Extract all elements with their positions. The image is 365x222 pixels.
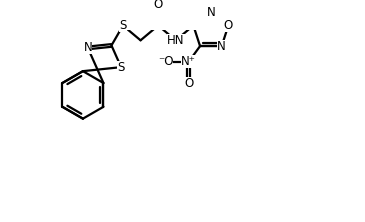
Text: N: N — [207, 6, 215, 19]
Text: O: O — [224, 19, 233, 32]
Text: HN: HN — [167, 34, 185, 47]
Text: ⁻O: ⁻O — [158, 56, 173, 68]
Text: S: S — [119, 19, 127, 32]
Text: O: O — [154, 0, 163, 11]
Text: S: S — [118, 61, 125, 74]
Text: N: N — [84, 42, 92, 54]
Text: N: N — [217, 40, 226, 53]
Text: N⁺: N⁺ — [181, 56, 196, 68]
Text: O: O — [184, 77, 193, 90]
